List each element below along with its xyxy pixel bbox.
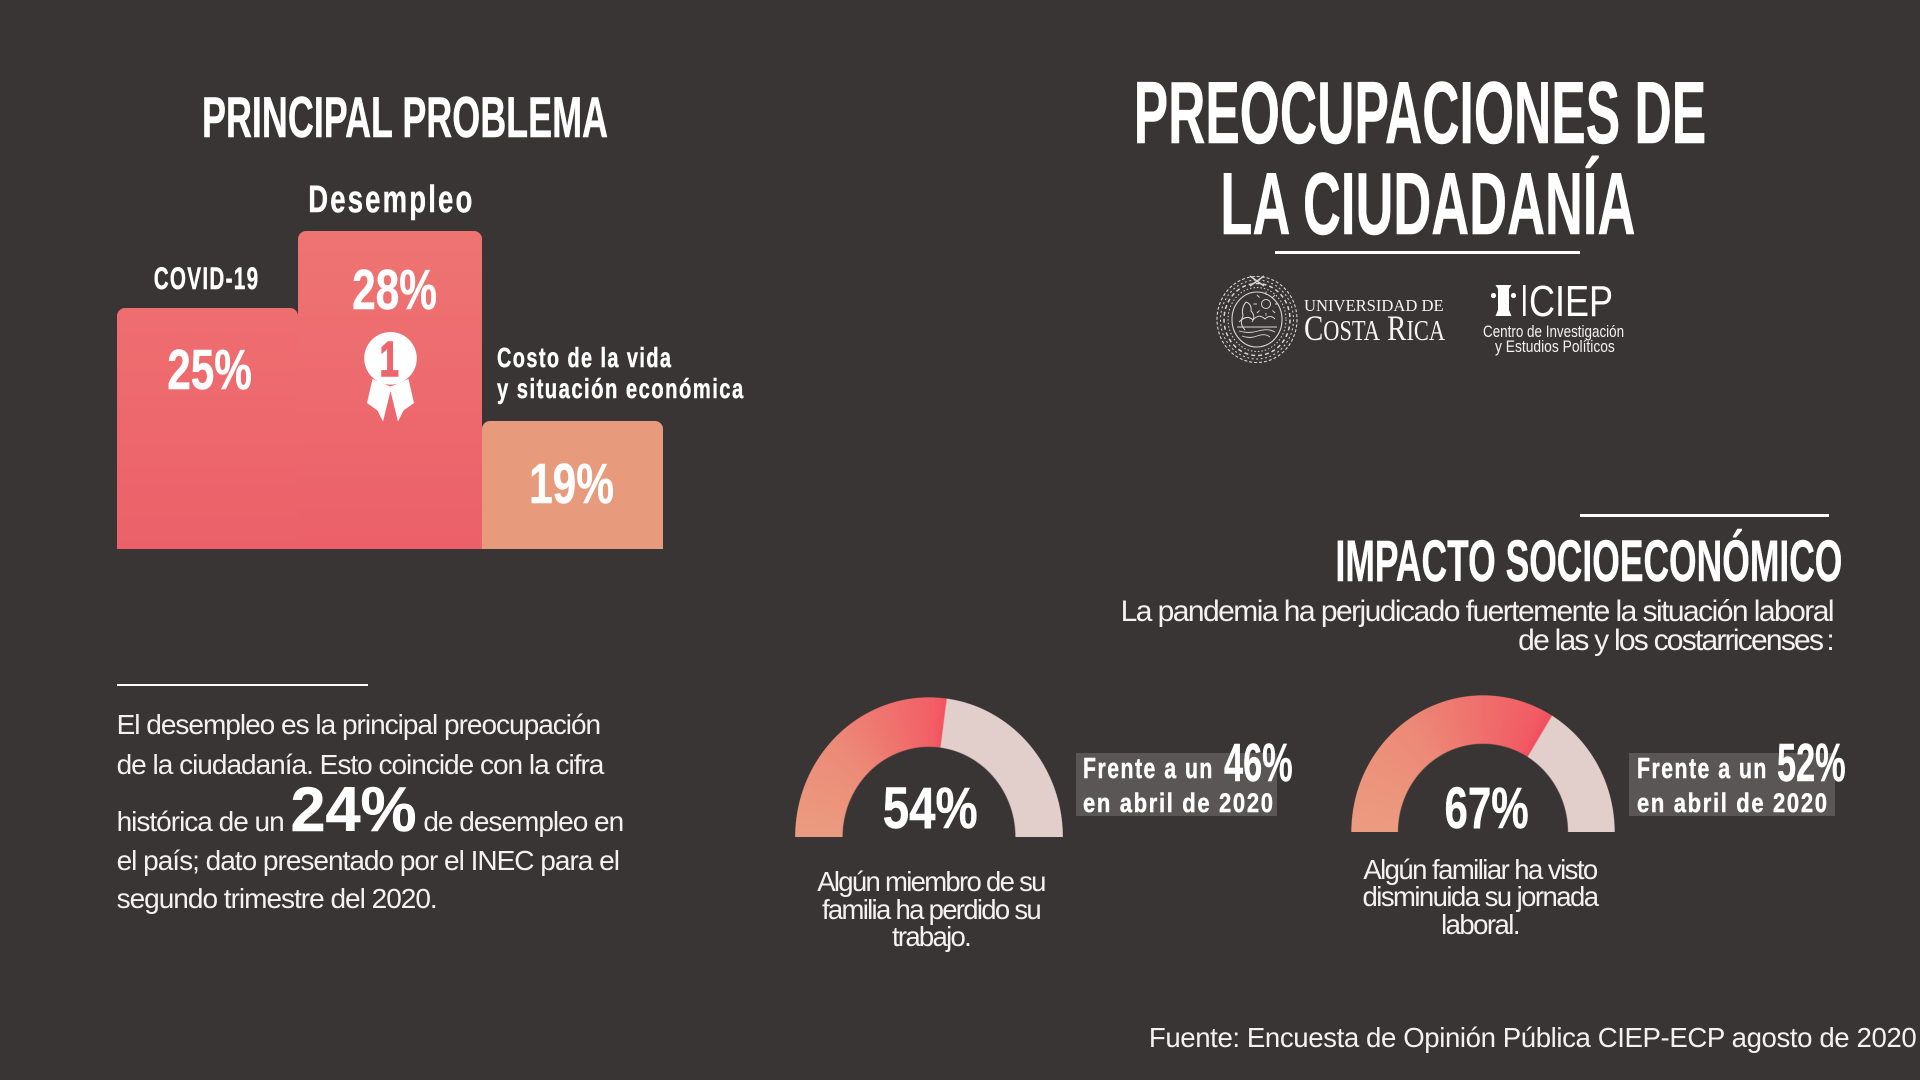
svg-text:1: 1 <box>380 332 399 388</box>
